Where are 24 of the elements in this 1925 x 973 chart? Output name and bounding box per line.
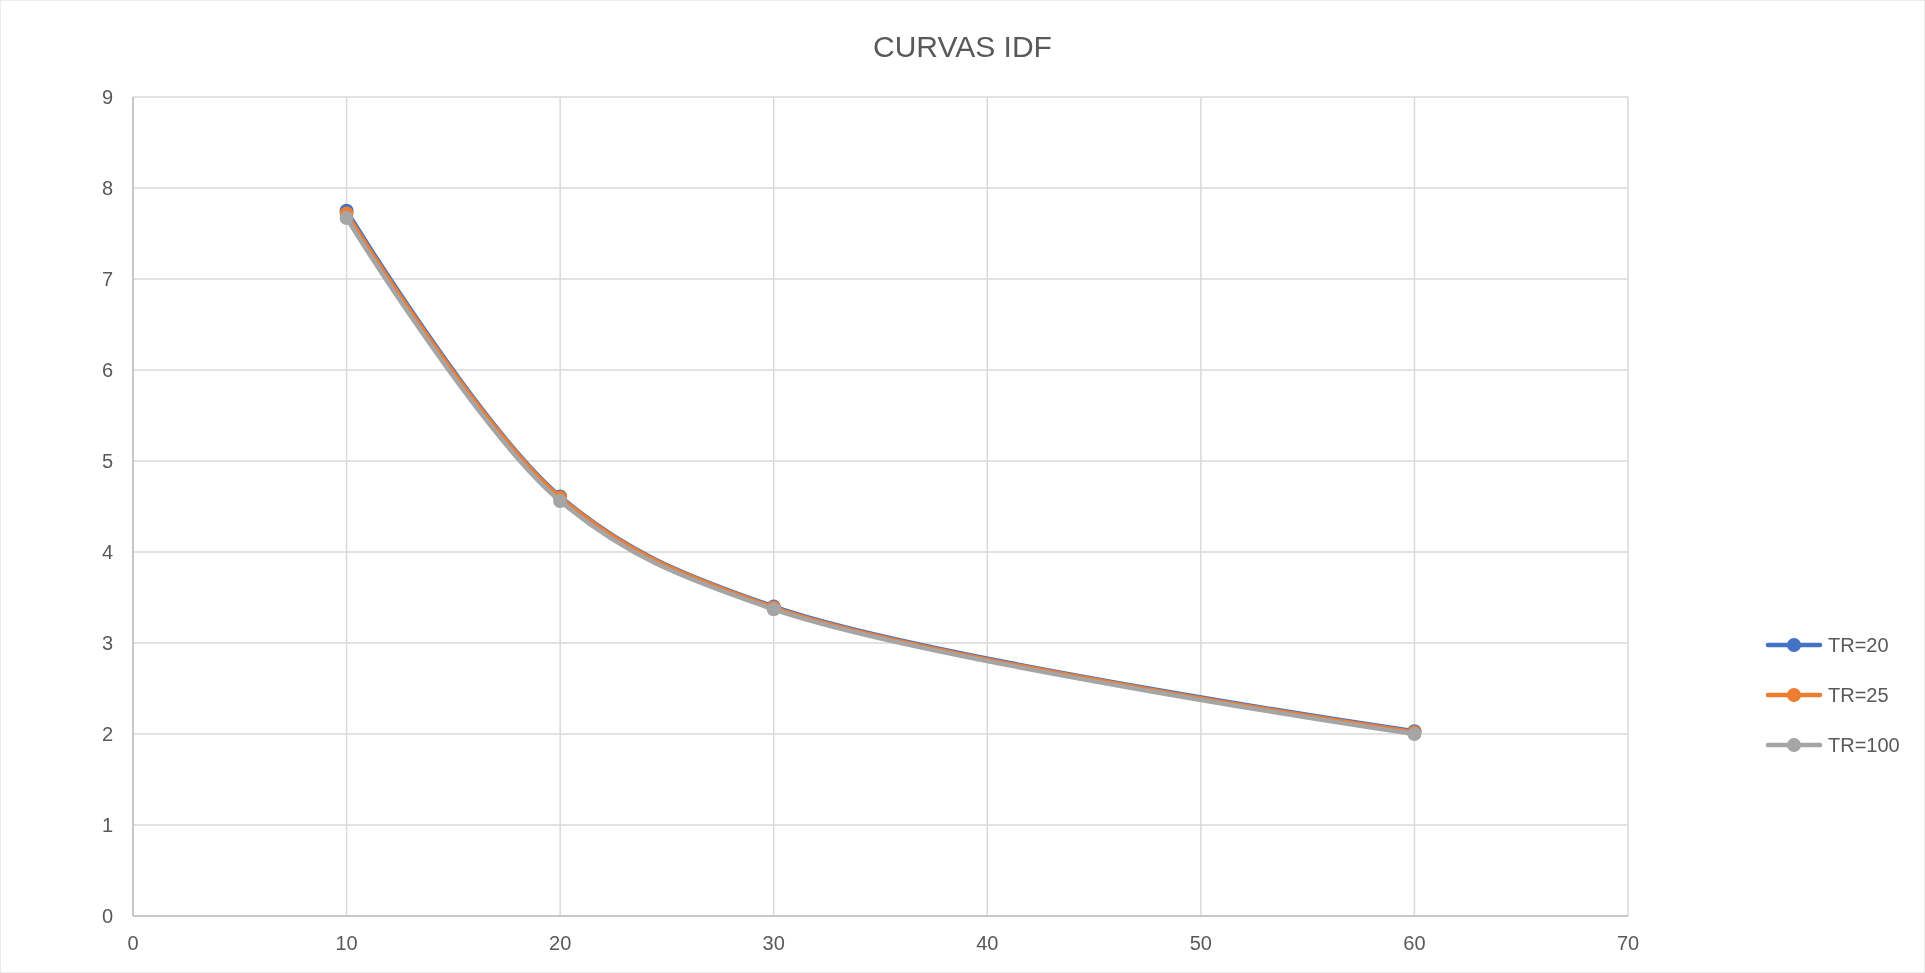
x-tick-label: 0 <box>127 932 139 954</box>
x-tick-label: 60 <box>1403 932 1426 954</box>
point <box>553 494 568 509</box>
legend-label: TR=20 <box>1828 634 1889 656</box>
y-tick-label: 2 <box>101 723 113 745</box>
y-tick-label: 3 <box>101 632 113 654</box>
legend-label: TR=100 <box>1828 734 1900 756</box>
y-tick-label: 0 <box>101 905 113 927</box>
y-tick-label: 9 <box>101 86 113 108</box>
x-tick-label: 30 <box>762 932 785 954</box>
x-tick-label: 10 <box>335 932 358 954</box>
chart-title: CURVAS IDF <box>873 30 1052 63</box>
x-tick-label: 20 <box>549 932 572 954</box>
y-tick-label: 5 <box>101 450 113 472</box>
x-tick-label: 50 <box>1189 932 1212 954</box>
legend-label: TR=25 <box>1828 684 1889 706</box>
y-tick-label: 7 <box>101 268 113 290</box>
y-tick-label: 8 <box>101 177 113 199</box>
x-tick-label: 40 <box>976 932 999 954</box>
y-tick-label: 1 <box>101 814 113 836</box>
x-tick-label: 70 <box>1616 932 1640 954</box>
y-tick-label: 4 <box>101 541 113 563</box>
point <box>339 211 354 226</box>
y-tick-label: 6 <box>101 359 113 381</box>
